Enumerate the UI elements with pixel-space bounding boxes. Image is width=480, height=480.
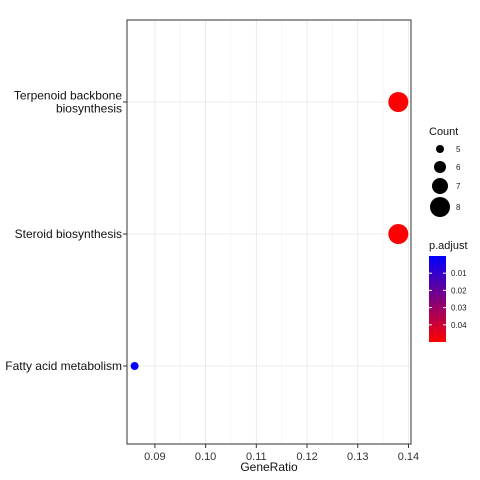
p-adjust-legend-label: 0.01 <box>451 269 467 278</box>
count-legend-key <box>430 197 450 217</box>
p-adjust-legend-label: 0.02 <box>451 286 467 295</box>
p-adjust-legend-label: 0.03 <box>451 304 467 313</box>
p-adjust-legend-title: p.adjust <box>429 240 468 252</box>
data-point <box>388 224 409 244</box>
y-tick-label: Fatty acid metabolism <box>5 359 122 373</box>
x-tick-label: 0.14 <box>398 451 419 463</box>
count-legend: Count 5 6 7 8 <box>429 126 461 217</box>
x-tick-label: 0.10 <box>195 451 216 463</box>
y-tick-label: biosynthesis <box>56 102 122 116</box>
data-point <box>388 92 409 112</box>
count-legend-label: 8 <box>456 203 461 212</box>
count-legend-label: 6 <box>456 163 461 172</box>
y-tick-label: Steroid biosynthesis <box>15 227 122 241</box>
x-axis-ticks: 0.09 0.10 0.11 0.12 0.13 0.14 <box>144 444 419 463</box>
data-point <box>130 362 139 370</box>
plot-panel-border <box>126 19 412 445</box>
grid-lines <box>127 20 411 444</box>
x-tick-label: 0.13 <box>347 451 368 463</box>
count-legend-key <box>434 161 446 173</box>
y-tick-label: Terpenoid backbone <box>14 89 122 103</box>
p-adjust-legend: p.adjust 0.04 0.03 0.02 0.01 <box>429 240 468 342</box>
p-adjust-legend-label: 0.04 <box>451 321 467 330</box>
x-axis-title: GeneRatio <box>240 460 298 474</box>
count-legend-label: 5 <box>456 145 461 154</box>
p-adjust-colorbar <box>429 256 446 342</box>
data-points <box>130 92 409 370</box>
x-tick-label: 0.09 <box>144 451 165 463</box>
count-legend-key <box>436 145 444 153</box>
count-legend-label: 7 <box>456 182 461 191</box>
x-tick-label: 0.12 <box>296 451 317 463</box>
count-legend-key <box>432 178 448 194</box>
x-tick-label: 0.11 <box>246 451 267 463</box>
count-legend-title: Count <box>429 126 458 138</box>
